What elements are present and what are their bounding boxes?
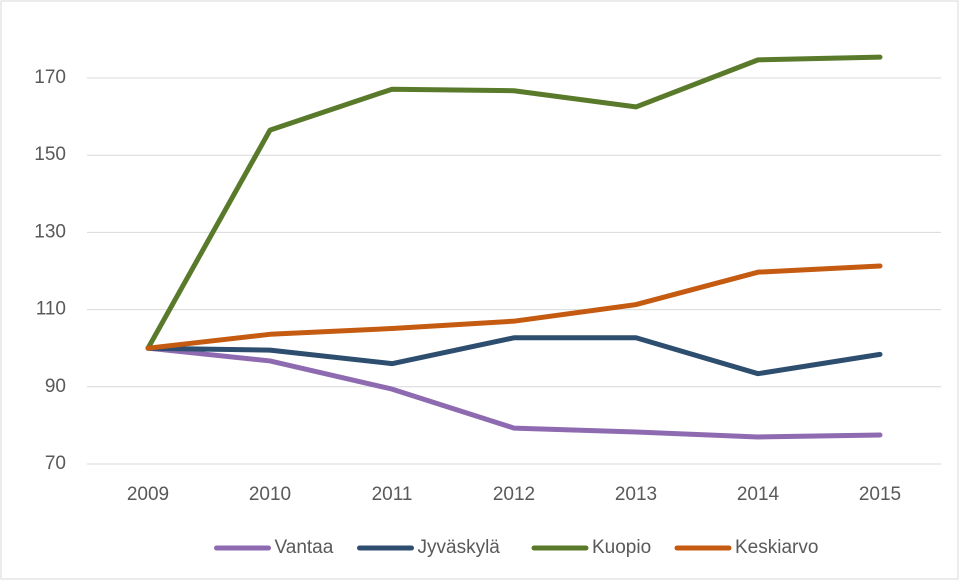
y-tick-label: 90	[45, 376, 66, 397]
y-tick-label: 150	[34, 144, 66, 165]
y-tick-label: 170	[34, 67, 66, 88]
x-tick-label: 2014	[737, 484, 780, 505]
series-line	[145, 345, 883, 440]
y-tick-label: 110	[36, 299, 66, 320]
series-line	[145, 54, 883, 351]
legend-label: Kuopio	[592, 537, 651, 558]
series-line	[145, 263, 883, 351]
x-tick-label: 2009	[127, 484, 169, 505]
legend-label: Keskiarvo	[735, 537, 818, 558]
x-tick-label: 2010	[249, 484, 291, 505]
x-tick-label: 2011	[372, 484, 413, 505]
legend-label: Vantaa	[275, 537, 334, 558]
y-tick-label: 70	[45, 453, 66, 474]
x-tick-label: 2015	[859, 484, 901, 505]
series-line	[145, 335, 883, 377]
y-tick-label: 130	[34, 221, 66, 242]
legend-label: Jyväskylä	[418, 537, 501, 558]
x-tick-label: 2013	[615, 484, 657, 505]
x-tick-label: 2012	[493, 484, 535, 505]
